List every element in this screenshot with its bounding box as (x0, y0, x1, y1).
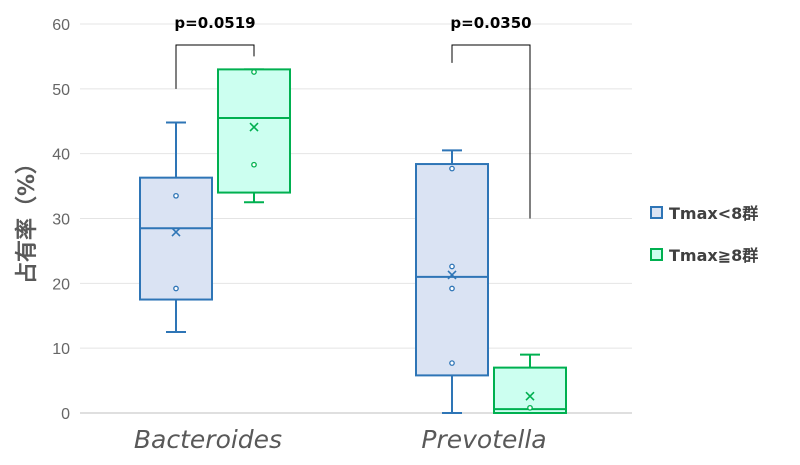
p-value-label: p=0.0519 (174, 14, 255, 32)
legend-swatch (650, 206, 663, 219)
data-point (251, 161, 257, 168)
y-axis-label: 占有率（%） (14, 152, 40, 284)
y-axis: 0 10 20 30 40 50 60 (52, 17, 70, 423)
significance-bracket: p=0.0350 (450, 14, 532, 219)
y-tick-label: 50 (52, 82, 70, 99)
data-point (251, 69, 257, 75)
mean-marker (171, 227, 181, 237)
iqr-box (415, 163, 489, 377)
data-point (449, 285, 455, 292)
legend-label: Tmax≧8群 (669, 246, 758, 265)
significance-annotations: p=0.0519 p=0.0350 (174, 14, 532, 219)
y-tick-label: 30 (52, 212, 70, 229)
legend-item: Tmax≧8群 (650, 246, 758, 265)
data-point (449, 263, 455, 270)
y-tick-label: 40 (52, 147, 70, 164)
data-point (449, 165, 455, 172)
category-label: Prevotella (421, 425, 546, 454)
y-tick-label: 20 (52, 276, 70, 293)
significance-bracket: p=0.0519 (174, 14, 256, 89)
legend-item: Tmax<8群 (650, 204, 758, 223)
mean-marker (525, 391, 535, 401)
bracket-line (175, 44, 255, 89)
y-tick-label: 60 (52, 17, 70, 34)
bracket-line (451, 44, 531, 219)
box-prevotella-series-2 (493, 353, 567, 415)
plot-area (139, 68, 567, 415)
x-axis: Bacteroides Prevotella (134, 425, 547, 454)
iqr-box (217, 68, 291, 194)
p-value-label: p=0.0350 (450, 14, 531, 32)
legend-swatch (650, 248, 663, 261)
box-bacteroides-series-2 (217, 68, 291, 204)
data-point (449, 360, 455, 366)
legend-label: Tmax<8群 (669, 204, 758, 223)
mean-marker (447, 270, 457, 280)
mean-marker (249, 122, 259, 132)
data-point (173, 192, 179, 199)
mean-x-stroke (171, 227, 181, 237)
y-tick-label: 10 (52, 341, 70, 358)
data-point (173, 285, 179, 292)
legend: Tmax<8群 Tmax≧8群 (650, 204, 758, 265)
mean-x-stroke (525, 391, 535, 401)
box-bacteroides-series-1 (139, 121, 213, 333)
box-prevotella-series-1 (415, 149, 489, 414)
category-label: Bacteroides (134, 425, 282, 454)
y-tick-label: 0 (61, 406, 70, 423)
data-point (527, 404, 533, 411)
mean-x-stroke (447, 270, 457, 280)
mean-x-stroke (249, 122, 259, 132)
